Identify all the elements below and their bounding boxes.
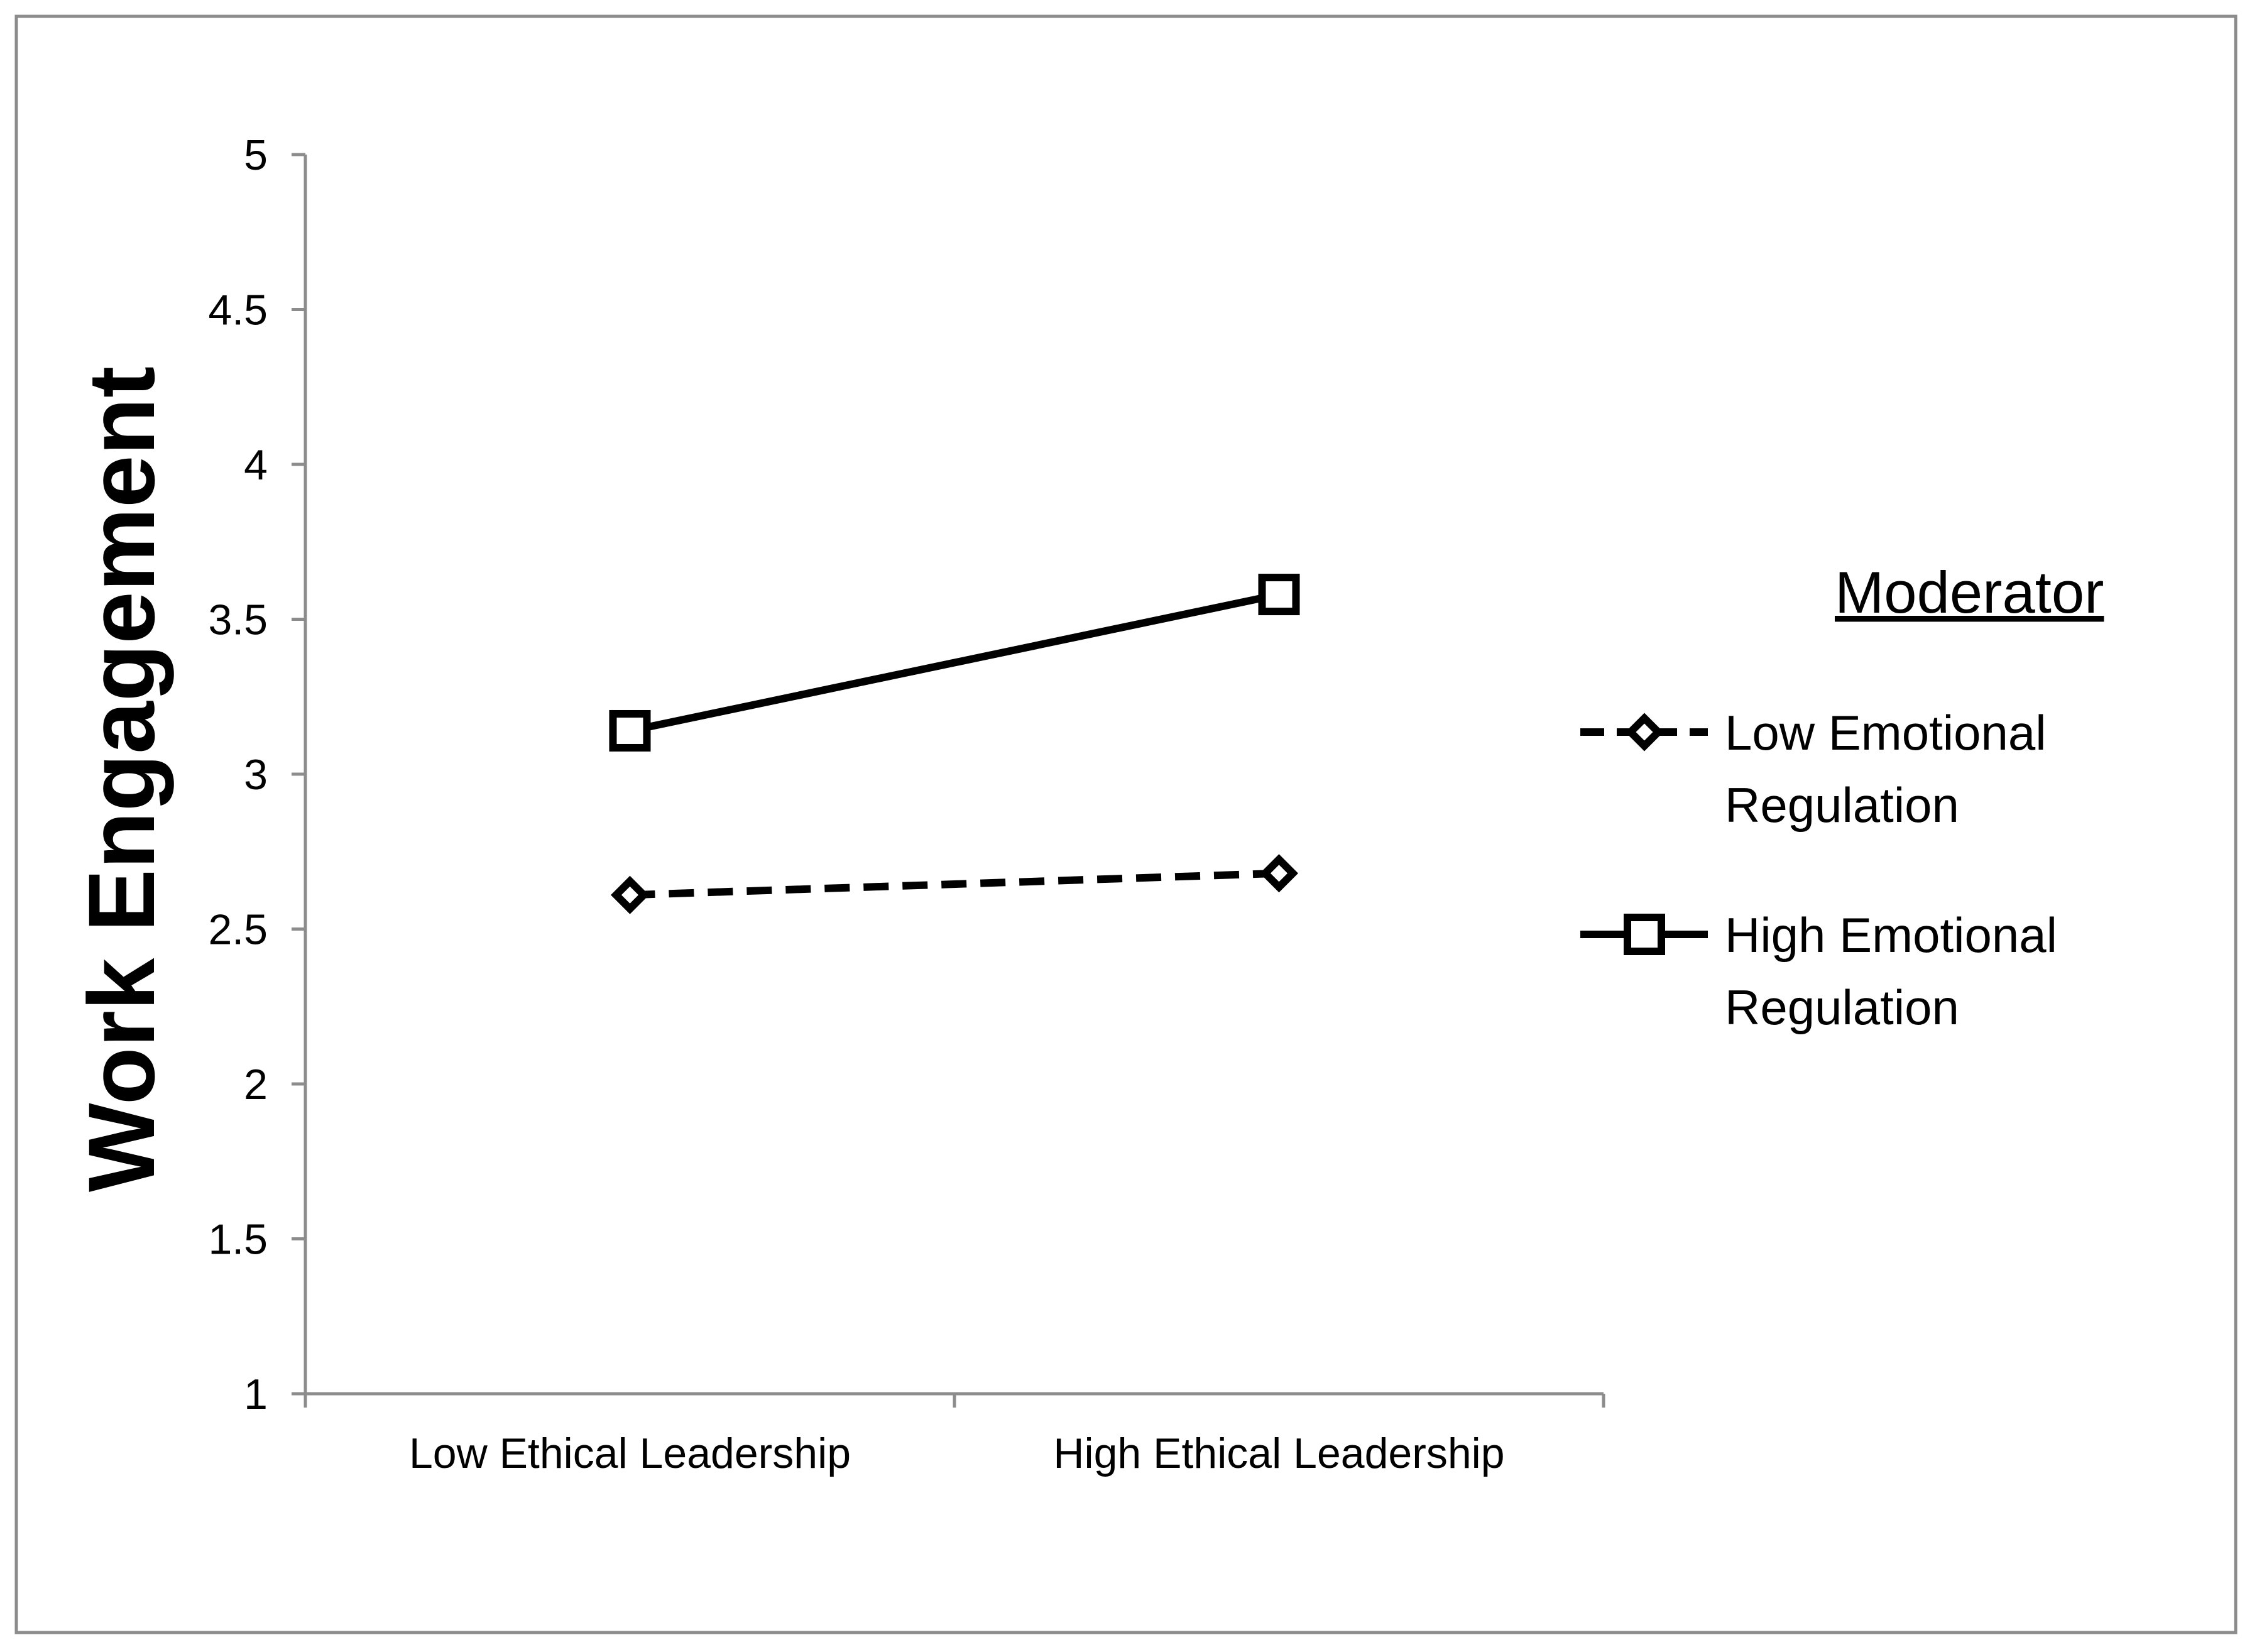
- data-point-marker: [1258, 574, 1300, 616]
- data-point-marker: [609, 709, 651, 752]
- y-tick-label: 2: [244, 1061, 268, 1108]
- y-axis-title: Work Engagement: [68, 366, 174, 1192]
- series-layer: [609, 574, 1300, 914]
- data-point-marker: [1260, 854, 1298, 893]
- x-tick-label: Low Ethical Leadership: [409, 1430, 851, 1477]
- legend-item: High Emotional Regulation: [1580, 907, 2057, 1035]
- y-tick-label: 1.5: [208, 1216, 268, 1264]
- y-tick-label: 3: [244, 751, 268, 799]
- legend-item: Low Emotional Regulation: [1580, 705, 2047, 833]
- legend-label: Low Emotional: [1725, 705, 2047, 760]
- legend-label: High Emotional: [1725, 907, 2057, 963]
- legend-label: Regulation: [1725, 980, 1959, 1035]
- legend-swatch-marker: [1625, 713, 1664, 752]
- data-point-marker: [611, 875, 649, 914]
- series-line: [629, 591, 1280, 735]
- y-tick-label: 1: [244, 1370, 268, 1418]
- outer-frame: [14, 14, 2238, 1634]
- y-tick-label: 2.5: [208, 906, 268, 954]
- legend-label: Regulation: [1725, 777, 1959, 833]
- series-low-emotional-regulation: [611, 854, 1298, 914]
- y-tick-label: 5: [244, 131, 268, 179]
- legend-swatch-marker: [1624, 914, 1665, 955]
- series-high-emotional-regulation: [609, 574, 1300, 752]
- y-tick-label: 4: [244, 441, 268, 489]
- x-tick-label: High Ethical Leadership: [1053, 1430, 1504, 1477]
- axes: 1 1.5 2 2.5 3 3.5 4 4.5 5 Low Ethical Leadership H…: [208, 131, 1605, 1477]
- y-tick-label: 3.5: [208, 596, 268, 644]
- series-line: [630, 869, 1279, 899]
- legend-title: Moderator: [1835, 559, 2104, 625]
- y-tick-label: 4.5: [208, 287, 268, 334]
